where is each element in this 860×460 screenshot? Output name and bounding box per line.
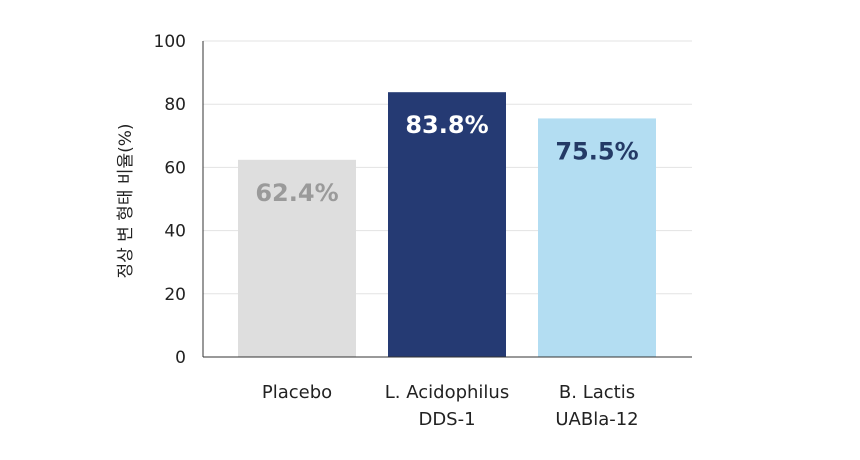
data-labels: 62.4% 83.8% 75.5% — [255, 111, 638, 207]
x-category-label-1-line-0: L. Acidophilus — [385, 382, 509, 403]
y-tick-label-80: 80 — [164, 95, 186, 115]
data-label-2: 75.5% — [555, 137, 638, 165]
bar-2 — [538, 118, 656, 357]
y-tick-labels: 0 20 40 60 80 100 — [154, 32, 186, 368]
data-label-0: 62.4% — [255, 179, 338, 207]
y-tick-label-40: 40 — [164, 222, 186, 242]
y-tick-label-20: 20 — [164, 285, 186, 305]
x-category-label-1-line-1: DDS-1 — [418, 409, 475, 430]
data-label-1: 83.8% — [405, 111, 488, 139]
bars — [238, 92, 656, 357]
bar-1 — [388, 92, 506, 357]
y-tick-label-100: 100 — [154, 32, 186, 52]
x-category-labels: Placebo L. Acidophilus DDS-1 B. Lactis UABla… — [262, 382, 639, 430]
x-category-label-0-line-0: Placebo — [262, 382, 332, 403]
bar-0 — [238, 159, 356, 357]
y-axis-title: 정상 변 형태 비율(%) — [116, 123, 136, 278]
axes — [202, 41, 692, 358]
y-tick-label-60: 60 — [164, 158, 186, 178]
x-category-label-2-line-0: B. Lactis — [559, 382, 635, 403]
y-tick-label-0: 0 — [175, 348, 186, 368]
x-category-label-2-line-1: UABla-12 — [555, 409, 638, 430]
